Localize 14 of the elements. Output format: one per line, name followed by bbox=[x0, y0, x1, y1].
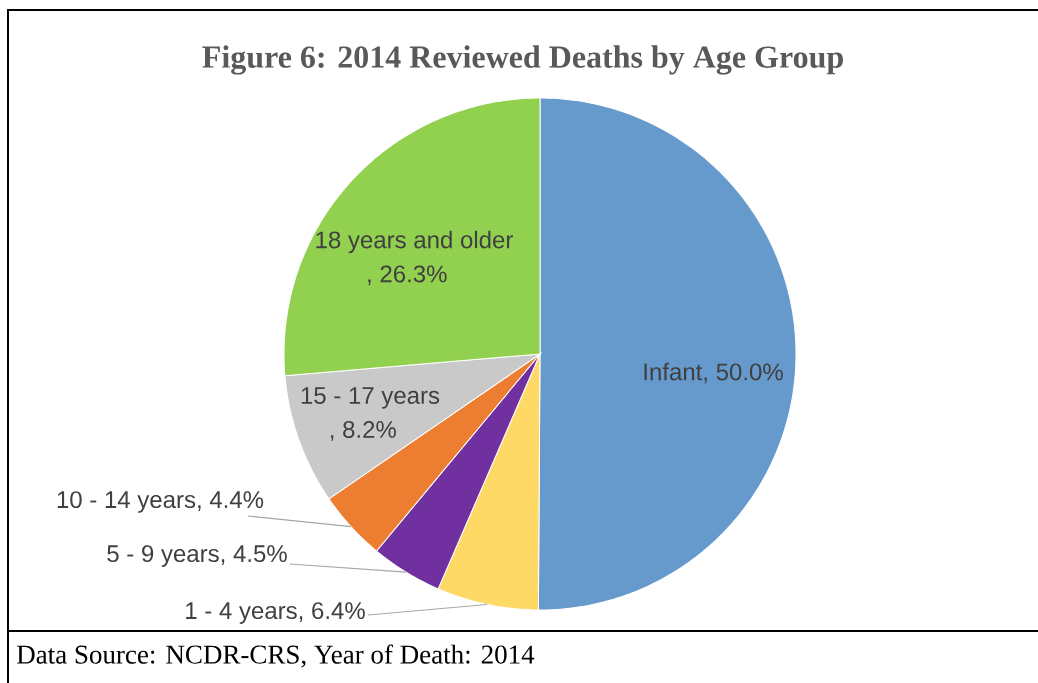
slice-label: 10 - 14 years bbox=[57, 491, 196, 513]
data-label: , 8.2% bbox=[330, 420, 396, 441]
data-label: , 4.4% bbox=[198, 491, 264, 511]
data-label: , 4.5% bbox=[221, 545, 287, 565]
slice-label: Infant bbox=[644, 362, 703, 381]
data-label: , 50.0% bbox=[704, 363, 783, 384]
slice-label: 18 years and older bbox=[316, 230, 513, 254]
data-label: , 6.4% bbox=[299, 602, 365, 622]
slice-label: 5 - 9 years bbox=[107, 545, 219, 567]
source-note: Data Source: NCDR-CRS, Year of Death: 2014 bbox=[16, 644, 535, 668]
data-label: , 26.3% bbox=[368, 265, 447, 286]
slice-label: 1 - 4 years bbox=[186, 602, 297, 624]
slice-label: 15 - 17 years bbox=[301, 387, 440, 409]
chart-title: Figure 6: 2014 Reviewed Deaths by Age Group bbox=[202, 45, 843, 75]
